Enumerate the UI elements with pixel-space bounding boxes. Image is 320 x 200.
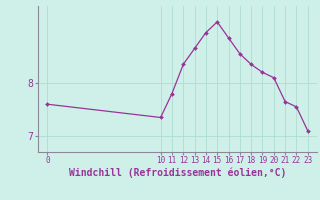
X-axis label: Windchill (Refroidissement éolien,°C): Windchill (Refroidissement éolien,°C) <box>69 168 286 178</box>
